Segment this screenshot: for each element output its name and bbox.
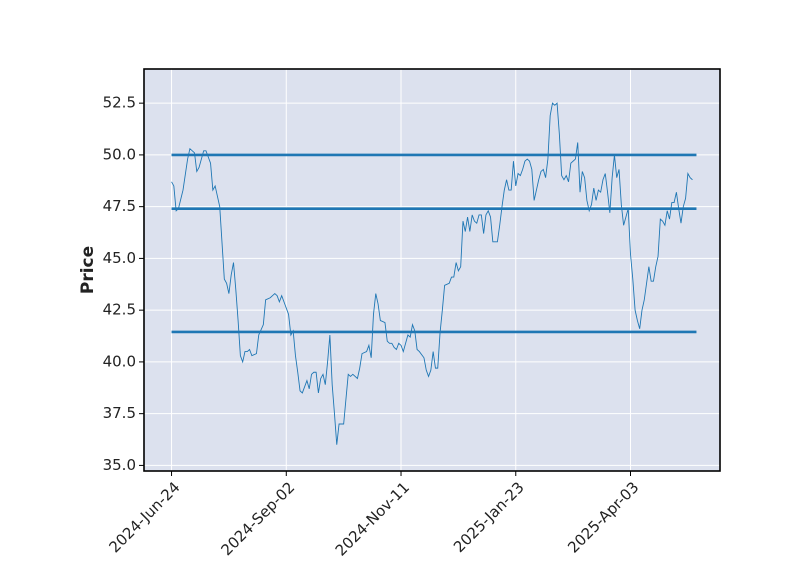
x-tick-label: 2024-Jun-24: [106, 478, 184, 556]
x-tick-label: 2025-Jan-23: [450, 478, 528, 556]
y-tick-label: 37.5: [103, 404, 136, 422]
y-tick-label: 42.5: [103, 301, 136, 319]
marks: [171, 102, 697, 445]
x-tick-label: 2024-Nov-11: [332, 478, 413, 559]
y-tick-label: 47.5: [103, 197, 136, 215]
y-tick-label: 35.0: [103, 456, 136, 474]
x-tick-label: 2025-Apr-03: [564, 478, 642, 556]
y-axis-label: Price: [78, 246, 98, 294]
y-tick-label: 40.0: [103, 352, 136, 370]
y-tick-label: 50.0: [103, 145, 136, 163]
plot-background: [144, 69, 720, 471]
x-tick-label: 2024-Sep-02: [217, 478, 298, 559]
price-line: [171, 102, 693, 445]
y-tick-label: 52.5: [103, 94, 136, 112]
y-tick-label: 45.0: [103, 249, 136, 267]
grid: [144, 69, 720, 471]
axes-frame: [143, 68, 721, 472]
